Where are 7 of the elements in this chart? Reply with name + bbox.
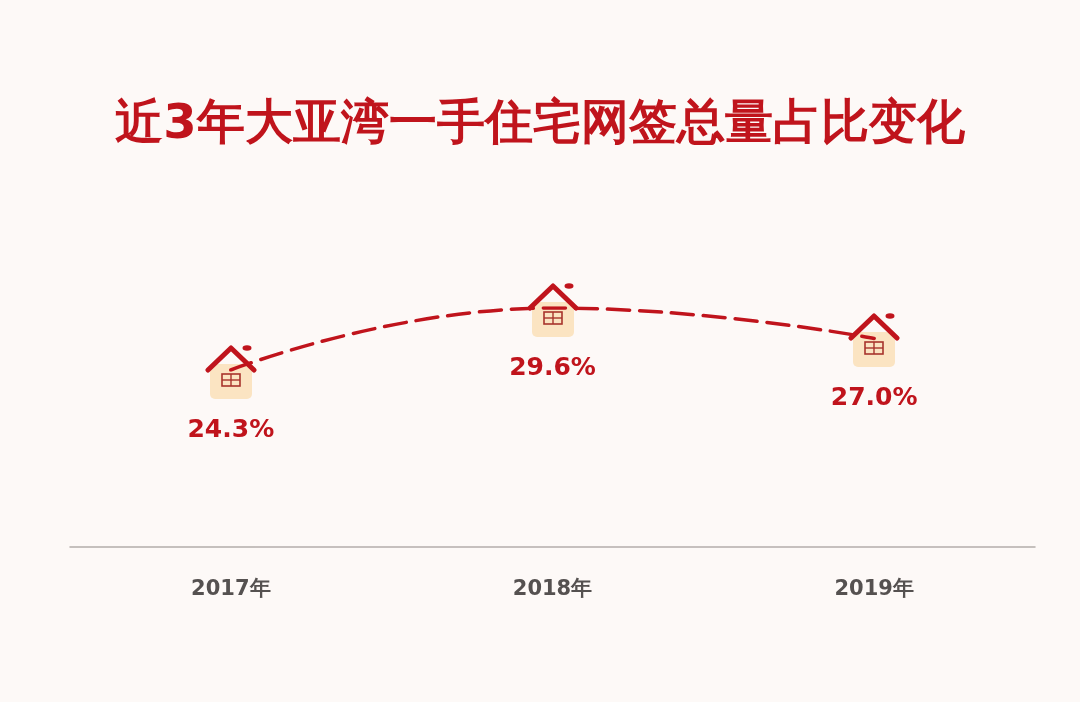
data-label: 27.0%: [830, 382, 918, 412]
x-tick-label: 2017年: [191, 575, 271, 600]
data-label: 24.3%: [187, 414, 275, 443]
x-tick-label: 2018年: [512, 575, 593, 600]
chart-title: 近3年大亚湾一手住宅网签总量占比变化: [115, 93, 966, 149]
data-label: 29.6%: [509, 352, 596, 381]
x-tick-label: 2019年: [834, 575, 914, 600]
